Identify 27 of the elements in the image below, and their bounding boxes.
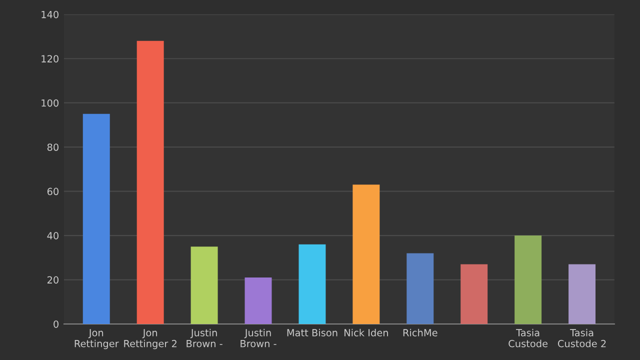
y-tick-label: 60 <box>47 188 58 196</box>
bar <box>568 264 596 324</box>
x-tick-label: Tasia Custode <box>508 328 548 348</box>
x-tick-label: Nick Iden <box>344 328 388 336</box>
bar <box>190 246 218 324</box>
bar <box>298 244 326 324</box>
x-tick-label: RichMe <box>403 328 438 336</box>
bar <box>136 40 164 324</box>
bar <box>244 278 272 324</box>
bar <box>82 114 110 324</box>
y-tick-label: 140 <box>42 10 58 18</box>
x-tick-label: Tasia Custode 2 <box>558 328 606 348</box>
x-tick-label: Justin Brown - <box>240 328 276 348</box>
x-tick-label: Matt Bison <box>287 328 338 336</box>
y-tick-label: 20 <box>47 276 58 284</box>
y-tick-label: 80 <box>47 144 58 151</box>
bar <box>460 264 488 324</box>
bar <box>514 236 542 324</box>
y-tick-label: 0 <box>54 320 58 328</box>
y-tick-label: 120 <box>42 55 58 62</box>
bar <box>406 253 434 324</box>
x-tick-label: Justin Brown - <box>186 328 222 348</box>
y-tick-label: 40 <box>47 232 58 240</box>
x-tick-label: Jon Rettinger <box>74 329 119 350</box>
x-tick-label: Jon Rettinger 2 <box>124 329 176 350</box>
bar <box>352 184 380 324</box>
y-tick-label: 100 <box>42 99 58 107</box>
